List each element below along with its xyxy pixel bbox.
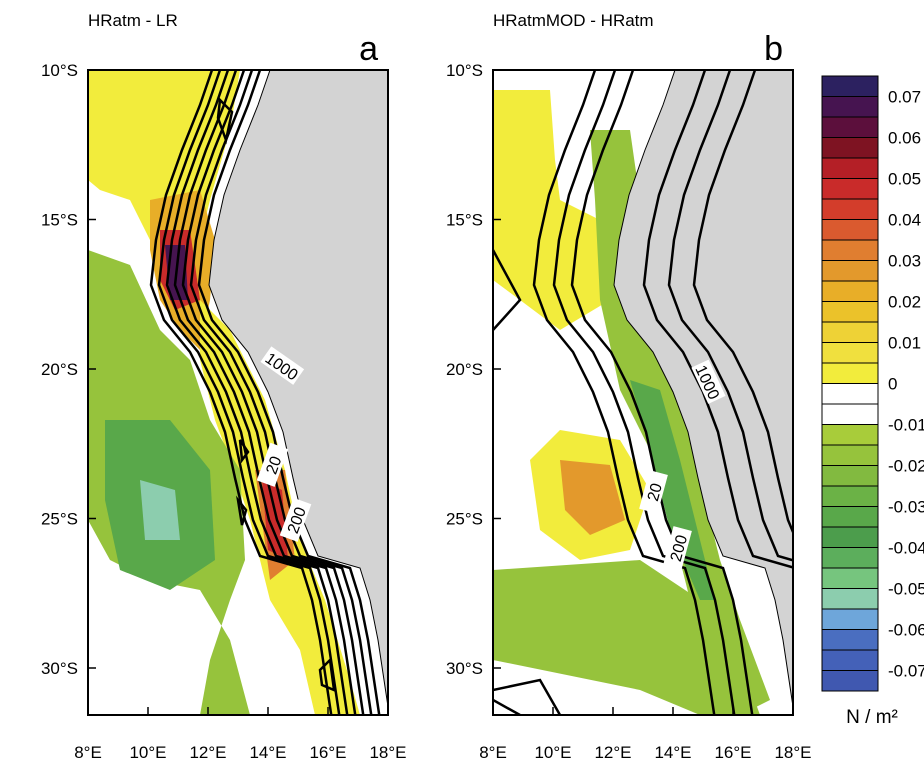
colorbar-cell — [821, 96, 879, 118]
colorbar-cell — [821, 526, 879, 548]
colorbar-cell — [821, 198, 879, 220]
colorbar-cell — [821, 260, 879, 282]
colorbar-unit: N / m² — [846, 707, 898, 728]
colorbar-cell — [821, 219, 879, 241]
x-tick-label: 16°E — [714, 743, 751, 762]
y-tick-label: 15°S — [41, 211, 78, 230]
colorbar-tick-label: 0.07 — [888, 88, 921, 107]
colorbar-tick-label: -0.04 — [888, 539, 924, 558]
colorbar-tick-label: 0.04 — [888, 211, 921, 230]
x-tick-label: 12°E — [189, 743, 226, 762]
y-tick-label: 25°S — [41, 510, 78, 529]
colorbar-tick-label: -0.06 — [888, 621, 924, 640]
colorbar-tick-label: 0.05 — [888, 170, 921, 189]
colorbar-tick-label: 0.02 — [888, 293, 921, 312]
contour-label-box — [256, 442, 289, 487]
map-panel-b — [493, 70, 793, 715]
colorbar-cell — [821, 280, 879, 302]
colorbar-cell — [821, 608, 879, 630]
colorbar-cell — [821, 465, 879, 487]
colorbar-cell — [821, 567, 879, 589]
colorbar-cell — [821, 75, 879, 97]
map-panel-a — [88, 70, 388, 715]
colorbar-cell — [821, 403, 879, 425]
contour-label: 20 — [256, 442, 289, 487]
colorbar-tick-label: -0.07 — [888, 662, 924, 681]
colorbar-cell — [821, 444, 879, 466]
x-tick-label: 18°E — [369, 743, 406, 762]
y-tick-label: 10°S — [446, 61, 483, 80]
x-tick-label: 8°E — [74, 743, 102, 762]
x-tick-label: 12°E — [594, 743, 631, 762]
colorbar-cell — [821, 424, 879, 446]
colorbar-cell — [821, 178, 879, 200]
contour-label-box — [260, 346, 305, 385]
y-tick-label: 15°S — [446, 211, 483, 230]
colorbar-cell — [821, 342, 879, 364]
colorbar-tick-label: 0.03 — [888, 252, 921, 271]
colorbar-cell — [821, 649, 879, 671]
colorbar-cell — [821, 588, 879, 610]
colorbar-tick-label: 0 — [888, 375, 897, 394]
colorbar-cell — [821, 116, 879, 138]
x-tick-label: 8°E — [479, 743, 507, 762]
x-tick-label: 10°E — [534, 743, 571, 762]
y-tick-label: 30°S — [41, 659, 78, 678]
contour-label-text: 20 — [645, 481, 666, 503]
colorbar-cell — [821, 547, 879, 569]
contour-label-box — [663, 526, 692, 570]
colorbar-cell — [821, 506, 879, 528]
colorbar-cell — [821, 670, 879, 692]
y-tick-label: 20°S — [41, 360, 78, 379]
panel-letter: a — [359, 30, 378, 68]
colorbar-cell — [821, 239, 879, 261]
colorbar-cell — [821, 362, 879, 384]
contour-label-text: 20 — [263, 454, 285, 477]
colorbar-tick-label: -0.05 — [888, 580, 924, 599]
contour-label: 200 — [663, 526, 692, 570]
colorbar-cell — [821, 137, 879, 159]
x-tick-label: 10°E — [129, 743, 166, 762]
colorbar-tick-label: -0.03 — [888, 498, 924, 517]
contour-label-text: 200 — [668, 533, 691, 563]
colorbar-cell — [821, 485, 879, 507]
colorbar-tick-label: 0.06 — [888, 129, 921, 148]
panel-title: HRatm - LR — [88, 11, 178, 30]
y-tick-label: 25°S — [446, 510, 483, 529]
y-tick-label: 20°S — [446, 360, 483, 379]
y-tick-label: 10°S — [41, 61, 78, 80]
colorbar-cell — [821, 321, 879, 343]
colorbar-tick-label: -0.01 — [888, 416, 924, 435]
y-tick-label: 30°S — [446, 659, 483, 678]
colorbar-tick-label: 0.01 — [888, 334, 921, 353]
colorbar-cell — [821, 629, 879, 651]
x-tick-label: 14°E — [249, 743, 286, 762]
contour-label: 20 — [639, 470, 668, 514]
colorbar-tick-label: -0.02 — [888, 457, 924, 476]
contour-label-box — [639, 470, 668, 514]
colorbar-cell — [821, 383, 879, 405]
x-tick-label: 14°E — [654, 743, 691, 762]
panel-letter: b — [764, 30, 783, 68]
contour-label-box — [279, 497, 312, 542]
x-tick-label: 18°E — [774, 743, 811, 762]
contour-label-box — [691, 359, 726, 404]
panel-title: HRatmMOD - HRatm — [493, 11, 654, 30]
x-tick-label: 16°E — [309, 743, 346, 762]
colorbar-cell — [821, 157, 879, 179]
colorbar-cell — [821, 301, 879, 323]
